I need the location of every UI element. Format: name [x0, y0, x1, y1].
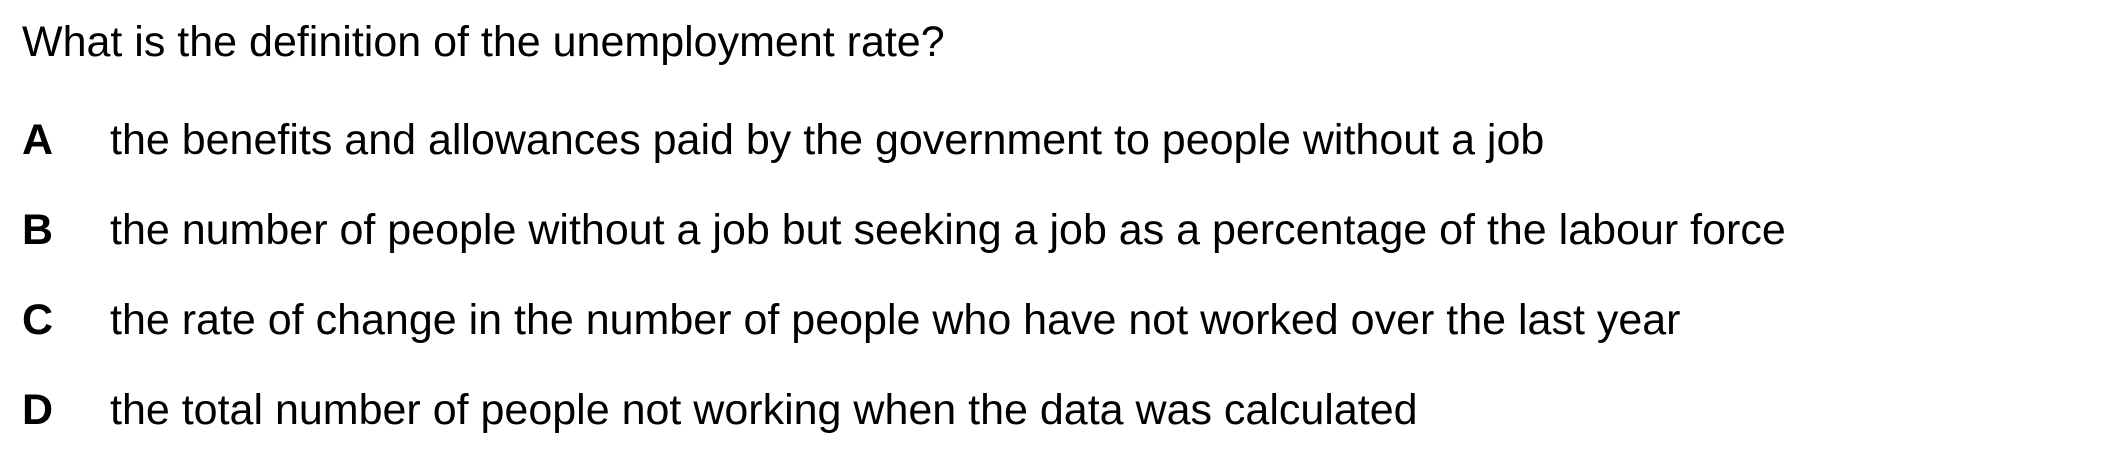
option-letter: C [22, 296, 54, 344]
option-text: the number of people without a job but s… [110, 206, 1786, 254]
answer-option-a: A the benefits and allowances paid by th… [22, 114, 1786, 204]
option-letter: B [22, 206, 54, 254]
answer-option-b: B the number of people without a job but… [22, 204, 1786, 294]
question-text: What is the definition of the unemployme… [22, 18, 945, 66]
option-letter: D [22, 386, 54, 434]
option-text: the benefits and allowances paid by the … [110, 116, 1545, 164]
answer-option-c: C the rate of change in the number of pe… [22, 294, 1786, 384]
option-letter: A [22, 116, 54, 164]
option-text: the rate of change in the number of peop… [110, 296, 1681, 344]
answer-options-list: A the benefits and allowances paid by th… [22, 114, 1786, 474]
option-text: the total number of people not working w… [110, 386, 1418, 434]
answer-option-d: D the total number of people not working… [22, 384, 1786, 474]
